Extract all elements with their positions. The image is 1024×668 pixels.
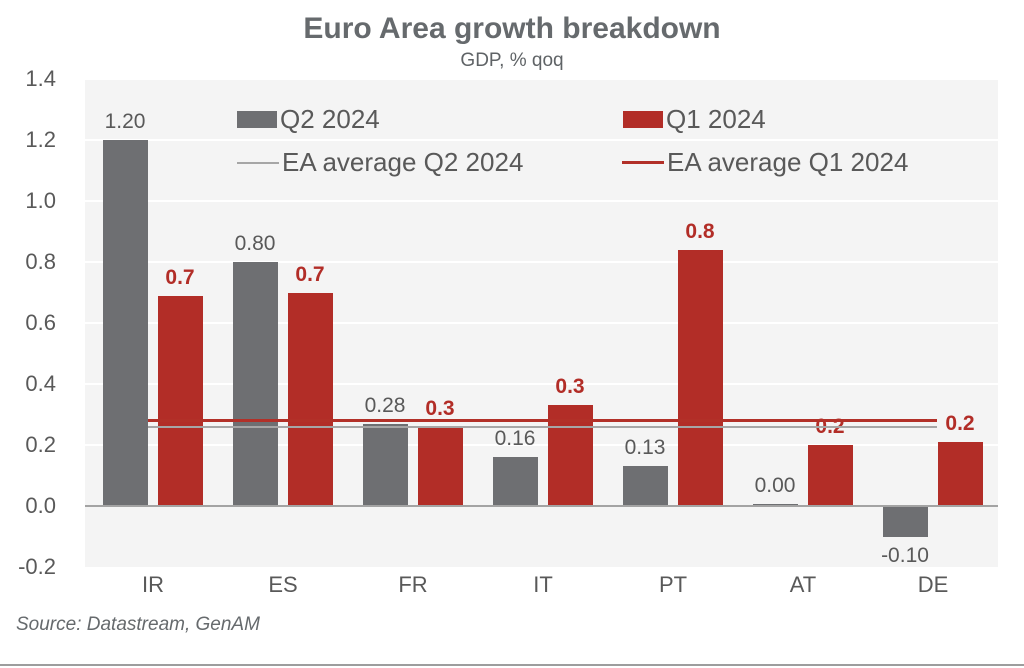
grid-line — [85, 261, 998, 263]
bar-value-label-fr-q1: 0.3 — [425, 396, 455, 420]
bar-value-label-ir-q2: 1.20 — [104, 110, 146, 133]
bar-value-label-pt-q2: 0.13 — [624, 436, 666, 460]
bar-value-label-at-q2: 0.00 — [754, 474, 796, 498]
bar-ir-q2 — [102, 140, 148, 506]
x-axis-label-it: IT — [533, 572, 553, 597]
grid-line — [85, 383, 998, 385]
y-axis-tick-label: 1.0 — [25, 188, 56, 213]
legend-label-q2-2024: Q2 2024 — [280, 104, 380, 134]
chart-subtitle: GDP, % qoq — [460, 50, 564, 71]
y-axis-tick-label: 0.2 — [25, 432, 56, 457]
chart-title: Euro Area growth breakdown — [303, 12, 721, 45]
y-axis-tick-label: 0.0 — [25, 493, 56, 518]
bar-fr-q1 — [417, 426, 463, 506]
bar-value-label-pt-q1: 0.8 — [685, 219, 715, 243]
bar-at-q1 — [807, 445, 853, 506]
grid-line — [85, 200, 998, 202]
legend-item-q2-2024: Q2 2024 — [237, 104, 380, 135]
x-axis-label-es: ES — [268, 572, 298, 597]
ea-average-q1-line — [148, 419, 937, 422]
bar-value-label-es-q2: 0.80 — [234, 232, 276, 255]
bar-pt-q1 — [677, 249, 723, 506]
bar-value-label-it-q1: 0.3 — [555, 375, 585, 399]
x-axis-label-pt: PT — [658, 572, 688, 597]
bar-fr-q2 — [362, 423, 408, 506]
grid-line — [85, 139, 998, 141]
bar-de-q1 — [937, 441, 983, 506]
bar-ir-q1 — [157, 295, 203, 506]
grid-line — [85, 322, 998, 324]
y-axis-tick-label: -0.2 — [18, 554, 56, 579]
y-axis-tick-label: 1.2 — [25, 127, 56, 152]
grid-line — [85, 444, 998, 446]
x-axis-label-ir: IR — [142, 572, 164, 597]
bar-value-label-de-q2: -0.10 — [881, 543, 929, 567]
legend-line-ea-average-q1 — [622, 161, 664, 164]
legend-swatch-q1-2024 — [623, 111, 663, 128]
legend-swatch-q2-2024 — [237, 111, 277, 128]
bottom-border-line — [0, 664, 1024, 666]
y-axis-tick-label: 0.6 — [25, 310, 56, 335]
bar-es-q2 — [232, 262, 278, 506]
bar-value-label-de-q1: 0.2 — [945, 411, 975, 435]
bar-value-label-it-q2: 0.16 — [494, 427, 536, 451]
legend-label-q1-2024: Q1 2024 — [666, 104, 766, 134]
legend-item-ea-average-q1-2024: EA average Q1 2024 — [622, 147, 908, 178]
legend-line-ea-average-q2 — [237, 161, 279, 164]
legend-label-ea-average-q1: EA average Q1 2024 — [667, 147, 909, 177]
plot-area: 1.20 0.80 0.28 0.16 0.13 0.00 -0.10 0.7 0.7 0.3 0.… — [85, 78, 998, 567]
bar-pt-q2 — [622, 466, 668, 506]
y-axis-tick-label: 0.4 — [25, 371, 56, 396]
ea-average-q2-line — [148, 426, 937, 428]
legend-item-ea-average-q2-2024: EA average Q2 2024 — [237, 147, 523, 178]
x-axis-label-de: DE — [917, 572, 949, 597]
zero-axis-line — [85, 505, 998, 507]
bar-it-q1 — [547, 405, 593, 506]
bar-value-label-es-q1: 0.7 — [295, 262, 325, 286]
bar-value-label-ir-q1: 0.7 — [165, 265, 195, 289]
bar-value-label-fr-q2: 0.28 — [364, 393, 406, 417]
y-axis-tick-label: 0.8 — [25, 249, 56, 274]
legend-item-q1-2024: Q1 2024 — [623, 104, 766, 135]
grid-line — [85, 78, 998, 80]
bar-es-q1 — [287, 292, 333, 506]
bar-de-q2 — [882, 506, 928, 537]
source-note: Source: Datastream, GenAM — [16, 614, 260, 635]
y-axis-tick-label: 1.4 — [25, 66, 56, 91]
legend-label-ea-average-q2: EA average Q2 2024 — [282, 147, 524, 177]
x-axis-label-at: AT — [789, 572, 817, 597]
bar-it-q2 — [492, 457, 538, 506]
x-axis-label-fr: FR — [398, 572, 428, 597]
